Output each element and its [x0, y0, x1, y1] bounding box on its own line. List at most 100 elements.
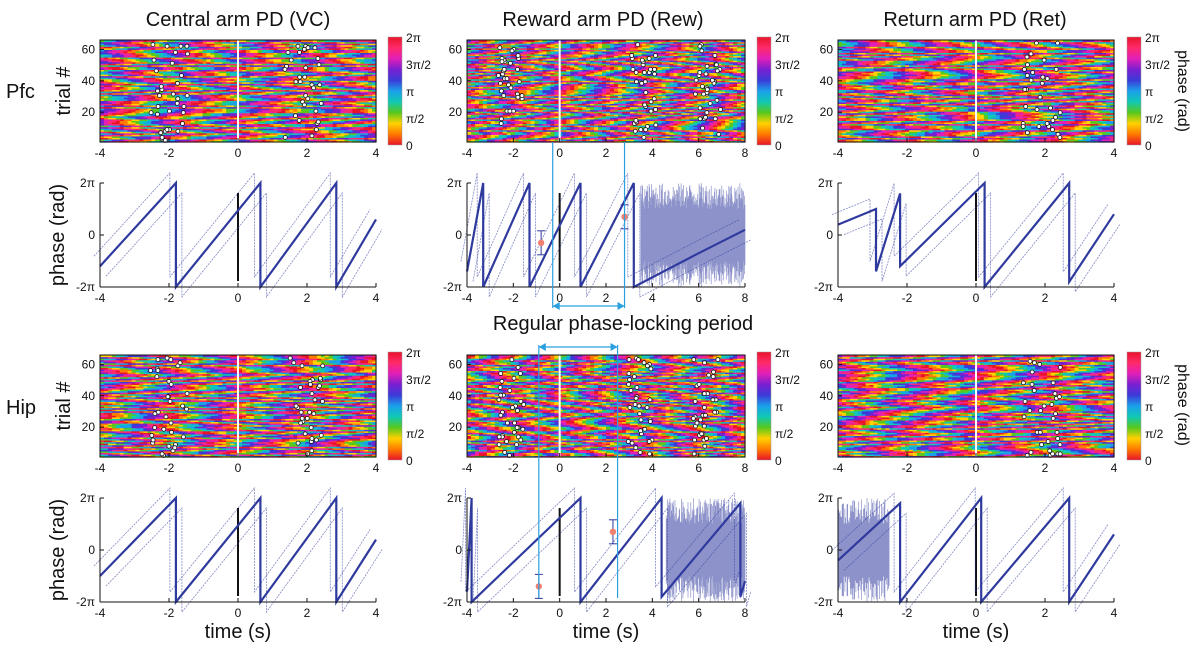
raster-cell: [316, 87, 322, 91]
raster-cell: [186, 112, 192, 115]
raster-cell: [368, 118, 373, 121]
raster-cell: [198, 132, 204, 135]
raster-cell: [226, 114, 231, 117]
raster-cell: [241, 87, 247, 91]
raster-cell: [328, 87, 334, 91]
raster-cell: [352, 87, 357, 91]
raster-cell: [312, 84, 318, 87]
raster-cell: [143, 109, 148, 112]
raster-cell: [245, 118, 251, 121]
raster-cell: [135, 87, 141, 91]
raster-cell: [214, 78, 219, 81]
raster-cell: [241, 92, 247, 95]
raster-cell: [119, 134, 125, 137]
raster-cell: [324, 120, 330, 123]
raster-cell: [364, 108, 369, 111]
raster-cell: [269, 117, 275, 120]
raster-cell: [222, 94, 227, 97]
raster-cell: [269, 135, 275, 138]
raster-cell: [364, 94, 369, 97]
raster-cell: [277, 77, 282, 80]
raster-cell: [198, 81, 204, 84]
raster-cell: [103, 80, 109, 83]
raster-cell: [218, 135, 223, 138]
raster-cell: [356, 118, 361, 121]
raster-cell: [249, 109, 255, 112]
raster-cell: [308, 78, 314, 81]
raster-cell: [151, 101, 156, 104]
raster-cell: [170, 121, 176, 125]
raster-cell: [257, 106, 263, 109]
raster-cell: [163, 97, 168, 100]
raster-cell: [253, 77, 259, 80]
raster-cell: [328, 135, 334, 138]
raster-cell: [151, 77, 156, 80]
raster-cell: [174, 87, 180, 91]
raster-cell: [320, 138, 326, 142]
raster-cell: [241, 83, 247, 86]
raster-cell: [312, 101, 318, 104]
raster-cell: [340, 131, 346, 134]
raster-cell: [186, 134, 192, 137]
raster-cell: [293, 94, 298, 97]
raster-cell: [336, 112, 342, 115]
raster-cell: [155, 135, 160, 138]
raster-cell: [360, 97, 365, 100]
raster-cell: [289, 112, 294, 115]
raster-cell: [226, 135, 231, 138]
raster-cell: [159, 103, 164, 106]
raster-cell: [178, 131, 184, 134]
raster-cell: [119, 84, 125, 87]
raster-cell: [253, 123, 259, 126]
raster-cell: [115, 104, 121, 108]
raster-cell: [174, 138, 180, 142]
raster-cell: [265, 101, 271, 104]
raster-cell: [155, 100, 160, 103]
raster-cell: [155, 86, 160, 89]
raster-cell: [167, 83, 172, 86]
raster-cell: [238, 87, 243, 91]
raster-cell: [281, 78, 286, 81]
raster-cell: [312, 138, 318, 142]
raster-cell: [218, 125, 223, 128]
raster-cell: [312, 104, 318, 108]
raster-cell: [190, 77, 196, 80]
raster-cell: [293, 134, 298, 137]
raster-cell: [261, 78, 267, 81]
raster-cell: [249, 77, 255, 80]
raster-cell: [119, 81, 125, 84]
trial-marker: [317, 82, 323, 88]
raster-cell: [198, 120, 204, 123]
raster-cell: [186, 81, 192, 84]
raster-cell: [293, 135, 298, 138]
raster-cell: [238, 111, 243, 114]
raster-cell: [360, 112, 365, 115]
raster-cell: [257, 128, 263, 131]
raster-cell: [163, 81, 168, 84]
raster-cell: [340, 121, 346, 125]
raster-cell: [159, 81, 164, 84]
raster-cell: [308, 89, 314, 92]
raster-cell: [119, 78, 125, 81]
raster-cell: [230, 115, 235, 118]
raster-cell: [178, 129, 184, 132]
raster-cell: [285, 86, 290, 89]
raster-cell: [238, 94, 243, 97]
raster-cell: [143, 115, 148, 118]
raster-cell: [123, 109, 129, 112]
raster-cell: [178, 101, 184, 104]
raster-cell: [159, 118, 164, 121]
raster-cell: [143, 86, 148, 89]
raster-cell: [261, 112, 267, 115]
raster-cell: [131, 95, 137, 98]
raster-cell: [269, 95, 275, 98]
raster-cell: [111, 109, 117, 112]
trial-marker: [155, 104, 161, 109]
raster-cell: [289, 100, 294, 103]
raster-cell: [364, 83, 369, 86]
raster-cell: [344, 87, 349, 91]
raster-cell: [348, 134, 353, 137]
raster-cell: [332, 91, 338, 94]
raster-cell: [182, 100, 188, 103]
raster-cell: [360, 117, 365, 120]
